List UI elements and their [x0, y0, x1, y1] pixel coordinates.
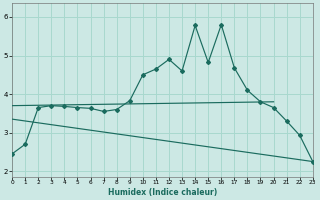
X-axis label: Humidex (Indice chaleur): Humidex (Indice chaleur): [108, 188, 217, 197]
